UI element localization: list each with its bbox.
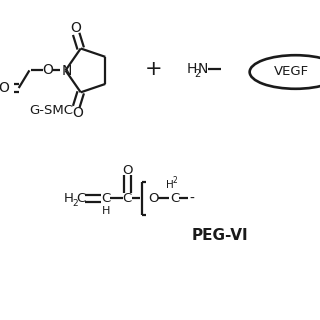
Text: 2: 2 [72, 199, 77, 208]
Text: 2: 2 [194, 69, 200, 79]
Text: C: C [170, 192, 180, 205]
Text: G-SMC: G-SMC [29, 104, 73, 117]
Text: N: N [198, 62, 208, 76]
Text: N: N [61, 64, 72, 78]
Text: 2: 2 [172, 176, 177, 185]
Text: C: C [76, 192, 85, 205]
Text: VEGF: VEGF [274, 65, 309, 77]
Text: O: O [148, 192, 159, 205]
Text: C: C [101, 192, 110, 205]
Text: +: + [145, 59, 162, 79]
Text: O: O [122, 164, 132, 177]
Text: O: O [72, 106, 83, 120]
Text: H: H [186, 62, 197, 76]
Text: O: O [71, 21, 82, 36]
Text: H: H [64, 192, 74, 205]
Text: PEG-VI: PEG-VI [192, 228, 248, 243]
Text: O: O [0, 81, 9, 95]
Text: H: H [102, 205, 110, 216]
Text: C: C [123, 192, 132, 205]
Text: O: O [42, 63, 53, 77]
Text: -: - [189, 191, 194, 205]
Text: H: H [166, 180, 173, 190]
